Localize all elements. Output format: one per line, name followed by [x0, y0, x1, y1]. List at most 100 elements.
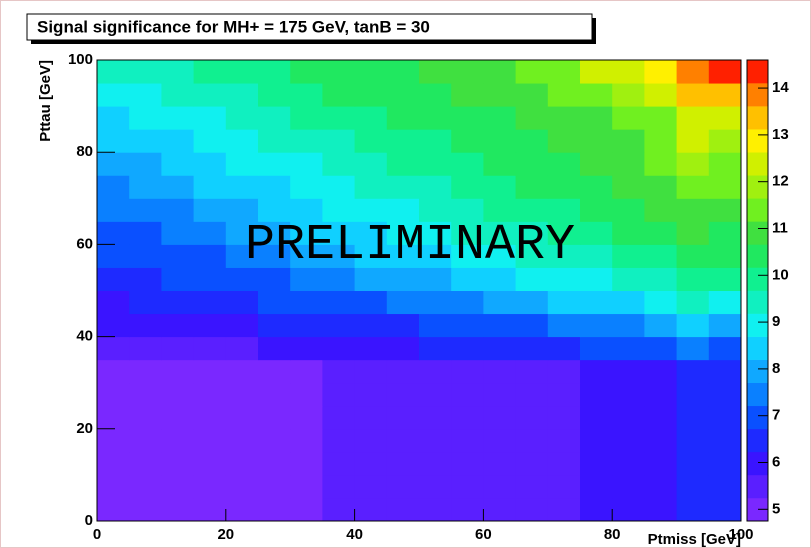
- cell: [580, 474, 613, 499]
- cell: [97, 221, 130, 245]
- cell: [515, 152, 549, 176]
- cell: [354, 60, 388, 84]
- cell: [322, 474, 356, 499]
- x-tick-label: 40: [346, 526, 363, 543]
- cell: [483, 129, 517, 153]
- cell: [290, 129, 323, 153]
- cell: [97, 198, 130, 222]
- cell: [419, 244, 452, 268]
- x-tick-label: 80: [604, 526, 621, 543]
- cell: [644, 497, 678, 522]
- cell: [515, 60, 549, 84]
- cell: [193, 129, 227, 153]
- cell: [354, 451, 388, 476]
- cell: [451, 290, 484, 315]
- z-tick-label: 12: [772, 173, 789, 190]
- cell: [547, 405, 581, 430]
- color-bar-step: [747, 60, 768, 84]
- cell: [708, 405, 742, 430]
- cell: [419, 267, 452, 291]
- cell: [451, 175, 484, 199]
- cell: [322, 382, 356, 407]
- cell: [547, 336, 581, 361]
- cell: [580, 313, 613, 338]
- cell: [612, 198, 645, 222]
- cell: [386, 83, 420, 107]
- cell: [161, 152, 195, 176]
- cell: [386, 152, 420, 176]
- cell: [644, 474, 678, 499]
- cell: [483, 428, 517, 453]
- cell: [258, 152, 291, 176]
- cell: [290, 60, 323, 84]
- cell: [193, 244, 227, 268]
- cell: [258, 267, 291, 291]
- color-bar-step: [747, 313, 768, 337]
- cell: [580, 106, 613, 130]
- cell: [193, 313, 227, 338]
- cell: [483, 382, 517, 407]
- color-bar-step: [747, 198, 768, 222]
- cell: [161, 405, 195, 430]
- cell: [97, 313, 130, 338]
- cell: [644, 129, 678, 153]
- cell: [290, 83, 323, 107]
- cell: [708, 152, 742, 176]
- cell: [193, 106, 227, 130]
- cell: [225, 244, 259, 268]
- cell: [386, 474, 420, 499]
- cell: [419, 152, 452, 176]
- cell: [580, 267, 613, 291]
- cell: [515, 336, 549, 361]
- cell: [354, 83, 388, 107]
- cell: [547, 106, 581, 130]
- y-tick-label: 0: [85, 512, 93, 529]
- color-bar-step: [747, 359, 768, 383]
- cell: [290, 244, 323, 268]
- cell: [451, 152, 484, 176]
- cell: [161, 451, 195, 476]
- cell: [708, 474, 742, 499]
- cell: [547, 451, 581, 476]
- cell: [258, 221, 291, 245]
- x-tick-label: 100: [728, 526, 753, 543]
- cell: [258, 290, 291, 315]
- cell: [419, 313, 452, 338]
- cell: [483, 336, 517, 361]
- cell: [129, 106, 162, 130]
- y-tick-label: 20: [76, 420, 93, 437]
- cell: [258, 474, 291, 499]
- cell: [515, 221, 549, 245]
- cell: [515, 405, 549, 430]
- cell: [193, 83, 227, 107]
- cell: [419, 175, 452, 199]
- color-bar-step: [747, 106, 768, 130]
- cell: [612, 152, 645, 176]
- cell: [676, 83, 710, 107]
- cell: [483, 175, 517, 199]
- z-tick-label: 8: [772, 360, 780, 377]
- cell: [97, 428, 130, 453]
- cell: [225, 428, 259, 453]
- y-tick-label: 60: [76, 235, 93, 252]
- cell: [386, 221, 420, 245]
- cell: [161, 382, 195, 407]
- cell: [193, 198, 227, 222]
- cell: [644, 244, 678, 268]
- cell: [193, 382, 227, 407]
- cell: [547, 152, 581, 176]
- cell: [644, 405, 678, 430]
- color-bar-step: [747, 290, 768, 314]
- cell: [322, 267, 356, 291]
- z-tick-label: 6: [772, 453, 780, 470]
- cell: [290, 175, 323, 199]
- cell: [129, 198, 162, 222]
- cell: [580, 382, 613, 407]
- cell: [386, 497, 420, 522]
- cell: [258, 428, 291, 453]
- color-bar-frame: [746, 59, 769, 522]
- cell: [644, 83, 678, 107]
- x-axis-label: Ptmiss [GeV]: [648, 531, 741, 548]
- cell: [580, 244, 613, 268]
